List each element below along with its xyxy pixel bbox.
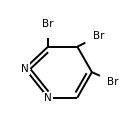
Text: N: N [21, 64, 29, 73]
Text: N: N [44, 93, 52, 103]
Text: Br: Br [42, 19, 54, 29]
Text: Br: Br [93, 31, 104, 41]
Text: Br: Br [107, 77, 119, 87]
